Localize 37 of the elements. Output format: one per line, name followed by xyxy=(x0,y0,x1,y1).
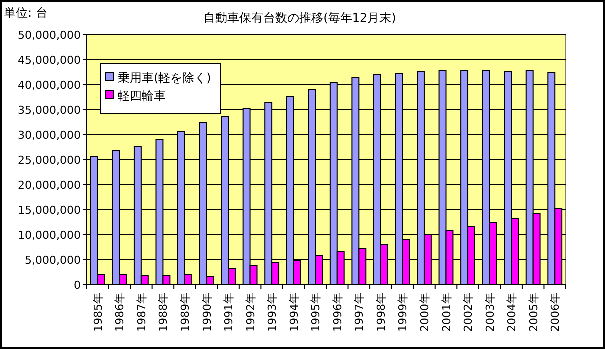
x-tick-label: 1992年 xyxy=(244,293,258,332)
y-tick-label: 25,000,000 xyxy=(18,154,81,167)
x-tick-label: 2000年 xyxy=(418,293,432,332)
x-tick-label: 1999年 xyxy=(396,293,410,332)
x-tick-label: 1989年 xyxy=(178,293,192,332)
x-tick-label: 1995年 xyxy=(310,293,323,332)
y-tick-label: 20,000,000 xyxy=(18,179,81,192)
x-tick-label: 2002年 xyxy=(462,293,476,332)
x-tick-label: 1985年 xyxy=(92,293,105,332)
y-tick-label: 15,000,000 xyxy=(18,204,81,217)
y-tick-label: 30,000,000 xyxy=(18,129,81,142)
y-tick-label: 5,000,000 xyxy=(25,254,81,267)
x-tick-label: 1988年 xyxy=(157,293,170,332)
x-tick-label: 2001年 xyxy=(440,293,454,332)
x-tick-label: 1998年 xyxy=(374,293,388,332)
legend-label: 軽四輪車 xyxy=(118,89,166,103)
x-tick-label: 1987年 xyxy=(135,293,148,332)
y-tick-label: 40,000,000 xyxy=(18,79,81,92)
x-tick-label: 2005年 xyxy=(527,293,540,332)
x-tick-label: 2006年 xyxy=(549,293,562,332)
y-tick-label: 35,000,000 xyxy=(18,104,81,117)
x-tick-label: 1991年 xyxy=(222,293,236,332)
y-tick-label: 0 xyxy=(74,279,81,292)
y-tick-label: 50,000,000 xyxy=(18,29,81,42)
x-tick-label: 1993年 xyxy=(266,293,280,332)
x-tick-label: 1997年 xyxy=(353,293,366,332)
x-tick-label: 1994年 xyxy=(288,293,301,332)
chart-title: 自動車保有台数の推移(毎年12月末) xyxy=(204,11,396,25)
x-tick-label: 1990年 xyxy=(200,293,214,332)
y-tick-label: 10,000,000 xyxy=(18,229,81,242)
x-tick-label: 1996年 xyxy=(331,293,344,332)
legend-label: 乗用車(軽を除く) xyxy=(118,71,212,85)
y-tick-label: 45,000,000 xyxy=(18,54,81,67)
y-axis-title: 単位: 台 xyxy=(4,6,48,20)
x-tick-label: 2003年 xyxy=(484,293,497,332)
x-tick-label: 1986年 xyxy=(114,293,127,332)
x-tick-label: 2004年 xyxy=(506,293,519,332)
